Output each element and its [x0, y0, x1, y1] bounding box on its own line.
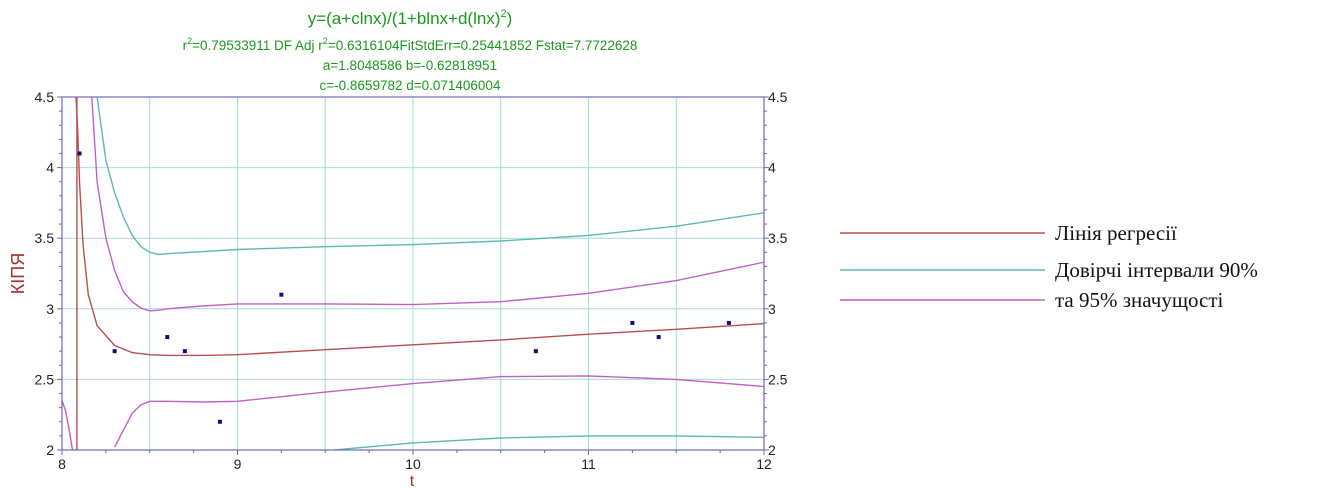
- x-tick-label: 11: [581, 456, 596, 472]
- y-tick-label-right: 4: [768, 160, 776, 176]
- data-point: [726, 320, 731, 325]
- y-tick-label-right: 4.5: [768, 89, 788, 105]
- y-tick-label-left: 3: [46, 301, 54, 317]
- y-tick-label-left: 4.5: [35, 89, 55, 105]
- data-point: [77, 151, 82, 156]
- ci95-curve-segment: [91, 97, 764, 312]
- chart-stats: r2=0.79533911 DF Adj r2=0.6316104FitStdE…: [183, 36, 638, 53]
- legend-label-regression: Лінія регресії: [1055, 221, 1177, 245]
- y-tick-label-right: 2.5: [768, 371, 788, 387]
- stats-r2-value: =0.79533911 DF Adj r: [192, 38, 323, 53]
- y-tick-label-right: 2: [768, 442, 776, 458]
- chart-title-tail: ): [507, 9, 513, 28]
- ci95-curve-segment: [62, 400, 74, 450]
- x-tick-label: 8: [58, 456, 66, 472]
- ci90-curve-segment: [96, 97, 764, 256]
- ci90-curve-segment: [333, 435, 764, 450]
- stats-r2-prefix: r: [183, 38, 188, 53]
- y-tick-label-left: 2: [46, 442, 54, 458]
- chart-title-sup: 2: [500, 8, 506, 20]
- chart-title-main: y=(a+clnx)/(1+blnx+d(lnx): [308, 9, 501, 28]
- axis-layer: 8 9 10 11 122 22.5 2.53 33.5 3.54 44.5 4.5: [35, 89, 788, 472]
- x-axis-label: t: [410, 473, 415, 488]
- chart-params-line2: c=-0.8659782 d=0.071406004: [320, 78, 501, 93]
- x-tick-label: 12: [756, 456, 772, 472]
- data-point: [279, 292, 284, 297]
- chart-params-line1: a=1.8048586 b=-0.62818951: [323, 58, 497, 73]
- data-point: [533, 349, 538, 354]
- y-tick-label-left: 3.5: [35, 230, 55, 246]
- data-point: [165, 335, 170, 340]
- x-tick-label: 10: [405, 456, 421, 472]
- chart-title: y=(a+clnx)/(1+blnx+d(lnx)2): [308, 8, 513, 28]
- x-tick-label: 9: [234, 456, 242, 472]
- point-layer: [77, 151, 731, 424]
- curve-layer: [62, 97, 764, 450]
- y-tick-label-right: 3.5: [768, 230, 788, 246]
- legend-label-ci95: та 95% значущості: [1055, 288, 1224, 312]
- legend: Лінія регресії Довірчі інтервали 90% та 95…: [840, 221, 1258, 312]
- ci95-curve-segment: [114, 375, 764, 448]
- y-tick-label-left: 2.5: [35, 371, 55, 387]
- data-point: [217, 419, 222, 424]
- y-axis-label: КІПЯ: [8, 253, 28, 294]
- data-point: [630, 320, 635, 325]
- stats-adj-sup: 2: [323, 36, 328, 46]
- grid-layer: [62, 97, 764, 450]
- stats-adj-tail: =0.6316104FitStdErr=0.25441852 Fstat=7.7…: [328, 38, 638, 53]
- regression-curve-segment: [75, 97, 764, 357]
- data-point: [656, 335, 661, 340]
- y-tick-label-right: 3: [768, 301, 776, 317]
- legend-label-ci90: Довірчі інтервали 90%: [1055, 258, 1258, 282]
- y-tick-label-left: 4: [46, 160, 54, 176]
- data-point: [112, 349, 117, 354]
- data-point: [182, 349, 187, 354]
- stats-r2-sup: 2: [187, 36, 192, 46]
